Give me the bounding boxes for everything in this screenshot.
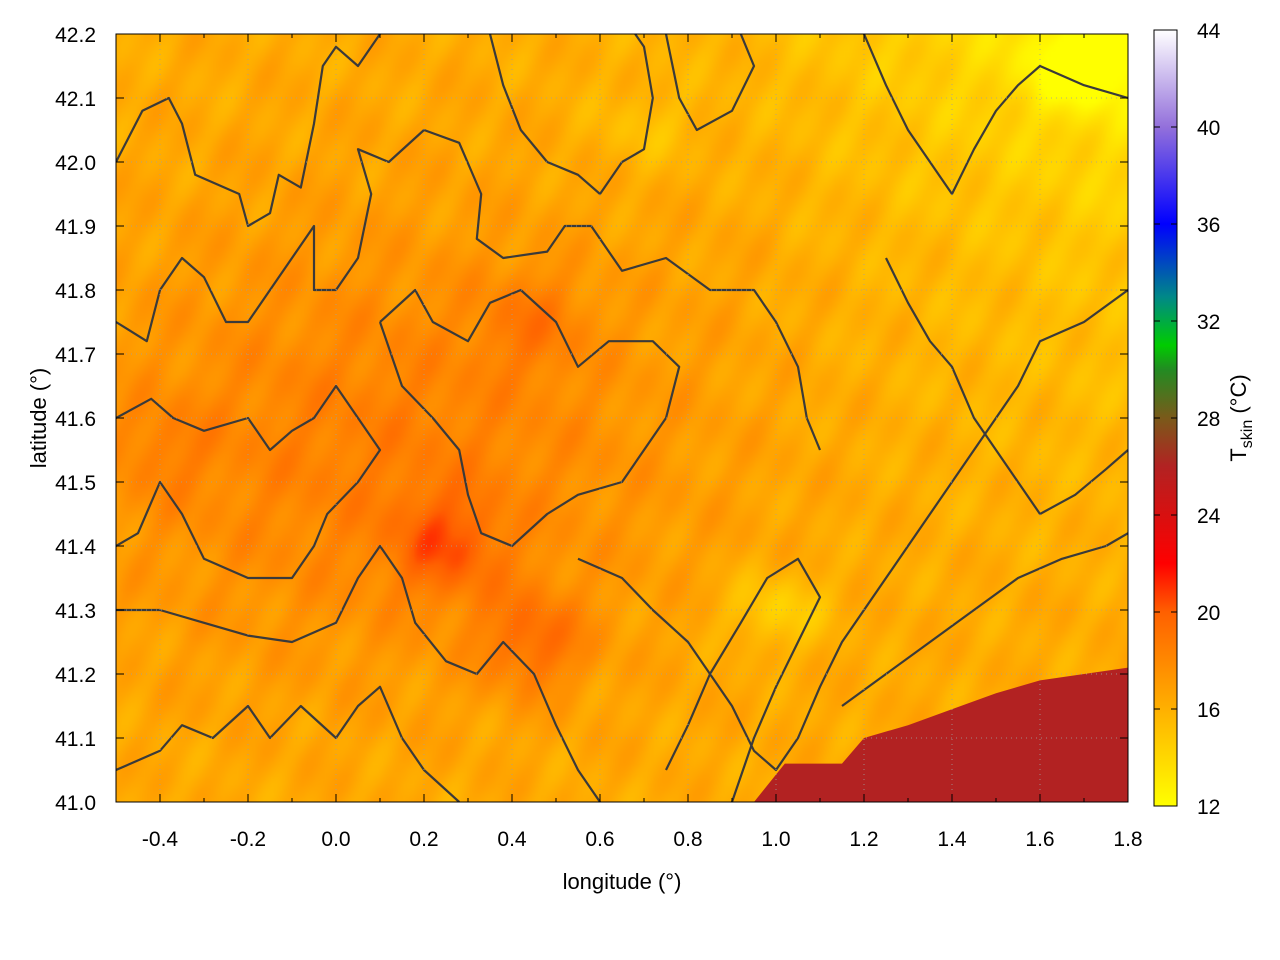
colorbar-tick-label: 16 <box>1197 699 1220 722</box>
colorbar-ticks: 12 16 20 24 28 32 36 40 44 <box>1154 20 1221 819</box>
colorbar: 12 16 20 24 28 32 36 40 44 Tskin (°C) <box>1153 20 1256 819</box>
y-tick-label: 41.2 <box>55 664 96 687</box>
y-tick-label: 41.8 <box>55 280 96 303</box>
colorbar-tick-label: 24 <box>1197 505 1221 528</box>
y-tick-label: 41.1 <box>55 728 96 751</box>
contour-line <box>841 532 1128 707</box>
colorbar-label-sub: skin <box>1239 420 1256 448</box>
colorbar-tick-label: 32 <box>1197 311 1220 334</box>
x-tick-label: 0.2 <box>409 828 438 851</box>
contour-line <box>885 257 1128 516</box>
colorbar-label-main: T <box>1226 448 1251 461</box>
colorbar-label: Tskin (°C) <box>1226 374 1256 461</box>
x-axis-label: longitude (°) <box>563 869 682 894</box>
contour-line <box>664 34 756 132</box>
y-tick-label: 42.1 <box>55 88 96 111</box>
x-tick-label: 0.0 <box>321 828 350 851</box>
colorbar-label-unit: (°C) <box>1226 374 1251 419</box>
x-tick-label: 1.6 <box>1025 828 1054 851</box>
contour-line <box>862 34 1128 196</box>
contour-lines <box>116 34 1128 802</box>
y-axis-ticks: 41.0 41.1 41.2 41.3 41.4 41.5 41.6 41.7 41.8 41.9… <box>55 24 1128 815</box>
y-tick-label: 41.3 <box>55 600 96 623</box>
colorbar-tick-label: 28 <box>1197 408 1220 431</box>
sea-area <box>754 667 1128 802</box>
colorbar-tick-label: 20 <box>1197 602 1220 625</box>
x-tick-label: 0.4 <box>497 828 527 851</box>
contour-line <box>116 128 822 451</box>
x-tick-label: 1.0 <box>761 828 790 851</box>
y-tick-label: 41.4 <box>55 536 96 559</box>
contour-line <box>116 384 382 580</box>
x-tick-label: 1.2 <box>849 828 878 851</box>
x-tick-label: 0.6 <box>585 828 614 851</box>
y-tick-label: 42.0 <box>55 152 96 175</box>
colorbar-tick-label: 36 <box>1197 214 1220 237</box>
y-tick-label: 41.9 <box>55 216 96 239</box>
contour-line <box>577 289 1128 772</box>
x-tick-label: -0.4 <box>142 828 179 851</box>
colorbar-tick-label: 44 <box>1197 20 1221 43</box>
colorbar-tick-label: 12 <box>1197 796 1220 819</box>
contour-line <box>116 34 381 228</box>
x-tick-label: 1.8 <box>1113 828 1142 851</box>
x-tick-label: 1.4 <box>937 828 967 851</box>
colorbar-tick-label: 40 <box>1197 117 1220 140</box>
y-tick-label: 42.2 <box>55 24 96 47</box>
x-axis-ticks: -0.4 -0.2 0.0 0.2 0.4 0.6 0.8 1.0 1.2 1.4 1.6 1.8 <box>115 34 1143 851</box>
y-tick-label: 41.7 <box>55 344 96 367</box>
x-tick-label: -0.2 <box>230 828 266 851</box>
y-tick-label: 41.0 <box>55 792 96 815</box>
y-tick-label: 41.6 <box>55 408 96 431</box>
contour-line <box>665 557 822 802</box>
x-tick-label: 0.8 <box>673 828 702 851</box>
contour-line <box>116 544 601 802</box>
y-axis-label: latitude (°) <box>26 368 51 469</box>
y-tick-label: 41.5 <box>55 472 96 495</box>
